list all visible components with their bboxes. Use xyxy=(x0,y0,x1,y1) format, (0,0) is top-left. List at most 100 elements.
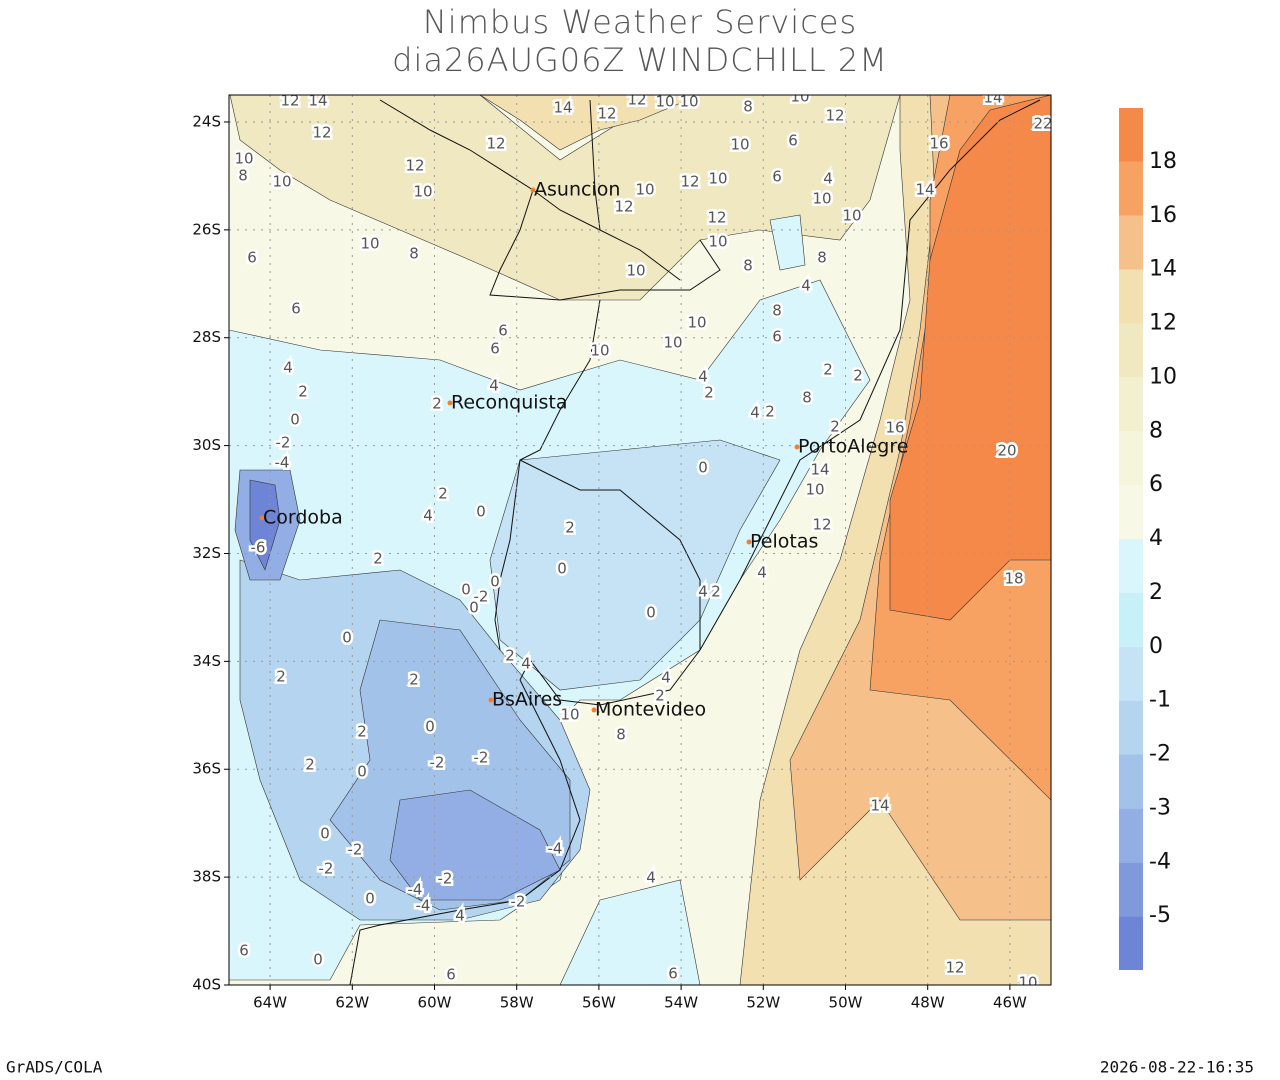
contour-label: 6 xyxy=(239,942,249,960)
subtitle: dia26AUG06Z WINDCHILL 2M xyxy=(392,41,888,79)
lon-tick-label: 56W xyxy=(582,994,616,1012)
colorbar-label: 10 xyxy=(1149,364,1177,389)
contour-label: 6 xyxy=(498,322,508,340)
city-label: Montevideo xyxy=(595,699,706,721)
contour-label: 10 xyxy=(655,93,674,111)
contour-label: 14 xyxy=(553,99,572,117)
shaded-region xyxy=(769,214,806,271)
city-marker xyxy=(746,539,752,545)
contour-label: 10 xyxy=(730,136,749,154)
city-label: Reconquista xyxy=(451,392,568,414)
colorbar-box xyxy=(1119,754,1143,809)
contour-label: 22 xyxy=(1033,115,1052,133)
contour-label: 6 xyxy=(772,168,782,186)
lat-tick-label: 30S xyxy=(192,436,221,454)
lon-tick-label: 48W xyxy=(911,994,945,1012)
lon-tick-label: 46W xyxy=(993,994,1027,1012)
colorbar-box xyxy=(1119,269,1143,324)
colorbar-label: -2 xyxy=(1149,742,1171,767)
shaded-region xyxy=(479,95,701,151)
contour-label: 10 xyxy=(635,181,654,199)
contour-label: 2 xyxy=(853,367,863,385)
contour-label: 12 xyxy=(680,173,699,191)
contour-label: 4 xyxy=(757,564,767,582)
contour-label: 4 xyxy=(521,655,531,673)
contour-label: 2 xyxy=(357,723,367,741)
contour-label: 4 xyxy=(646,869,656,887)
contour-label: 16 xyxy=(929,135,948,153)
colorbar-box xyxy=(1119,916,1143,970)
lat-tick-label: 36S xyxy=(192,760,221,778)
contour-label: 0 xyxy=(342,629,352,647)
contour-label: 4 xyxy=(661,669,671,687)
colorbar-box xyxy=(1119,161,1143,216)
contour-label: 0 xyxy=(290,411,300,429)
contour-label: 12 xyxy=(486,135,505,153)
contour-label: 12 xyxy=(812,516,831,534)
contour-label: -4 xyxy=(416,897,431,915)
contour-label: -4 xyxy=(548,840,563,858)
contour-label: 14 xyxy=(915,181,934,199)
contour-label: 10 xyxy=(842,207,861,225)
contour-label: -4 xyxy=(408,881,423,899)
contour-label: 12 xyxy=(312,124,331,142)
city-marker xyxy=(488,697,494,703)
contour-label: 10 xyxy=(687,314,706,332)
contour-label: 14 xyxy=(983,89,1002,107)
colorbar-box xyxy=(1119,646,1143,701)
contour-label: -2 xyxy=(348,841,363,859)
lat-tick-label: 26S xyxy=(192,220,221,238)
contour-label: 0 xyxy=(469,599,479,617)
contour-label: 10 xyxy=(790,88,809,106)
contour-label: 4 xyxy=(698,368,708,386)
contour-label: 10 xyxy=(812,190,831,208)
contour-label: 0 xyxy=(357,763,367,781)
contour-label: 6 xyxy=(490,340,500,358)
contour-label: 12 xyxy=(280,92,299,110)
lon-tick-label: 50W xyxy=(829,994,863,1012)
city-label: Asuncion xyxy=(534,179,620,201)
lon-tick-label: 54W xyxy=(664,994,698,1012)
colorbar-box xyxy=(1119,108,1143,162)
contour-label: 0 xyxy=(320,825,330,843)
contour-label: 2 xyxy=(298,383,308,401)
city-marker xyxy=(530,187,536,193)
contour-label: 4 xyxy=(283,359,293,377)
shaded-region xyxy=(889,95,1051,621)
lat-tick-label: 28S xyxy=(192,328,221,346)
contour-label: 10 xyxy=(560,706,579,724)
shaded-region xyxy=(249,479,281,571)
contour-label: 8 xyxy=(743,98,753,116)
lat-tick-label: 32S xyxy=(192,544,221,562)
colorbar-box xyxy=(1119,808,1143,863)
contour-label: 20 xyxy=(997,442,1016,460)
contour-label: 10 xyxy=(626,262,645,280)
contour-label: -6 xyxy=(251,539,266,557)
footer-right: 2026-08-22-16:35 xyxy=(1100,1058,1254,1077)
colorbar-box xyxy=(1119,592,1143,647)
contour-label: 12 xyxy=(707,209,726,227)
contour-label: 2 xyxy=(711,583,721,601)
colorbar-label: 16 xyxy=(1149,203,1177,228)
contour-label: 12 xyxy=(597,105,616,123)
lon-tick-label: 64W xyxy=(253,994,287,1012)
colorbar-label: -5 xyxy=(1149,903,1171,928)
contour-label: -4 xyxy=(275,454,290,472)
colorbar-label: 12 xyxy=(1149,311,1177,336)
contour-label: 2 xyxy=(432,395,442,413)
colorbar-box xyxy=(1119,215,1143,270)
lat-tick-label: 34S xyxy=(192,652,221,670)
colorbar-label: -3 xyxy=(1149,795,1171,820)
contour-label: 4 xyxy=(489,377,499,395)
contour-label: 4 xyxy=(823,170,833,188)
city-marker xyxy=(591,707,597,713)
contour-label: -2 xyxy=(474,588,489,606)
city-label: Cordoba xyxy=(263,507,343,529)
contour-label: 10 xyxy=(679,93,698,111)
contour-label: 8 xyxy=(238,167,248,185)
contour-label: 10 xyxy=(413,183,432,201)
contour-label: 4 xyxy=(698,583,708,601)
contour-label: 12 xyxy=(614,198,633,216)
contour-label: 10 xyxy=(272,173,291,191)
